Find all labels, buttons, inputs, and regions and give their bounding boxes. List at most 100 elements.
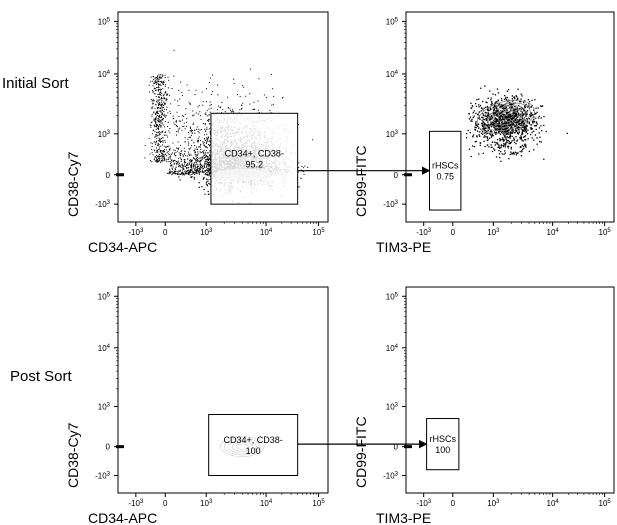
event-dot [193, 158, 195, 160]
event-dot [156, 76, 158, 78]
event-dot [150, 160, 152, 162]
event-dot [512, 151, 515, 154]
event-dot [485, 136, 487, 138]
event-dot [492, 121, 494, 124]
event-dot [521, 111, 524, 114]
event-dot [298, 162, 300, 164]
event-dot [155, 120, 157, 122]
event-dot [513, 102, 515, 105]
event-dot [163, 149, 165, 151]
event-dot [154, 155, 156, 157]
event-dot [157, 101, 159, 103]
event-dot [465, 132, 468, 135]
event-dot [506, 120, 509, 122]
event-dot [501, 107, 504, 110]
event-dot [194, 159, 196, 161]
event-dot [160, 105, 162, 107]
event-dot [161, 150, 163, 152]
event-dot [154, 130, 156, 132]
event-dot [504, 146, 506, 148]
event-dot [209, 169, 211, 171]
event-dot [488, 126, 490, 128]
event-dot [159, 139, 161, 141]
event-dot [509, 103, 511, 106]
event-dot [538, 127, 541, 129]
event-dot [160, 124, 162, 126]
event-dot [181, 119, 183, 121]
event-dot [157, 89, 159, 91]
event-dot [528, 121, 531, 124]
event-dot [197, 106, 199, 108]
event-dot [494, 149, 496, 151]
event-dot [516, 107, 518, 109]
x-tick-label: 104 [260, 228, 273, 237]
event-dot [180, 81, 182, 83]
event-dot [504, 150, 506, 152]
event-dot [182, 166, 184, 168]
event-dot [161, 116, 163, 118]
event-dot [160, 152, 162, 154]
event-dot [500, 144, 503, 146]
event-dot [188, 89, 190, 91]
event-dot [158, 104, 160, 106]
event-dot [195, 155, 197, 157]
event-dot [495, 107, 498, 110]
x-tick-label: 0 [163, 499, 168, 508]
event-dot [193, 149, 195, 152]
event-dot [157, 77, 159, 79]
event-dot [196, 156, 198, 159]
event-dot [151, 161, 153, 163]
event-dot [503, 122, 505, 125]
event-dot [201, 164, 203, 166]
event-dot [489, 119, 492, 121]
event-dot [178, 164, 180, 166]
event-dot [173, 49, 175, 51]
event-dot [180, 144, 182, 146]
event-dot [515, 114, 517, 116]
event-dot [233, 78, 235, 80]
event-dot [194, 166, 196, 168]
event-dot [156, 132, 158, 134]
event-dot [528, 118, 531, 120]
event-dot [496, 118, 498, 120]
event-dot [176, 121, 178, 123]
event-dot [155, 128, 157, 130]
event-dot [209, 144, 211, 146]
event-dot [196, 163, 198, 165]
event-dot [192, 171, 194, 173]
event-dot [201, 91, 203, 93]
event-dot [522, 120, 525, 122]
event-dot [209, 131, 211, 133]
event-dot [203, 154, 206, 156]
event-dot [156, 99, 158, 101]
event-dot [154, 141, 156, 143]
event-dot [484, 124, 486, 126]
event-dot [518, 113, 520, 115]
event-dot [167, 172, 169, 174]
event-dot [524, 143, 526, 145]
event-dot [182, 174, 184, 176]
event-dot [198, 170, 200, 172]
event-dot [526, 125, 528, 127]
event-dot [487, 114, 489, 116]
event-dot [497, 146, 499, 149]
event-dot [208, 170, 210, 172]
event-dot [174, 171, 176, 173]
event-dot [515, 129, 517, 132]
event-dot [499, 118, 501, 120]
event-dot [161, 130, 163, 132]
event-dot [530, 128, 532, 130]
event-dot [155, 123, 157, 125]
event-dot [199, 173, 201, 175]
event-dot [205, 145, 207, 148]
event-dot [523, 129, 525, 131]
density-contour [502, 113, 514, 120]
event-dot [154, 77, 156, 79]
event-dot [209, 172, 211, 174]
event-dot [160, 122, 162, 124]
event-dot [157, 81, 159, 83]
event-dot [208, 156, 210, 158]
event-dot [155, 125, 157, 127]
event-dot [502, 125, 504, 127]
y-axis-label: CD38-Cy7 [65, 422, 81, 488]
